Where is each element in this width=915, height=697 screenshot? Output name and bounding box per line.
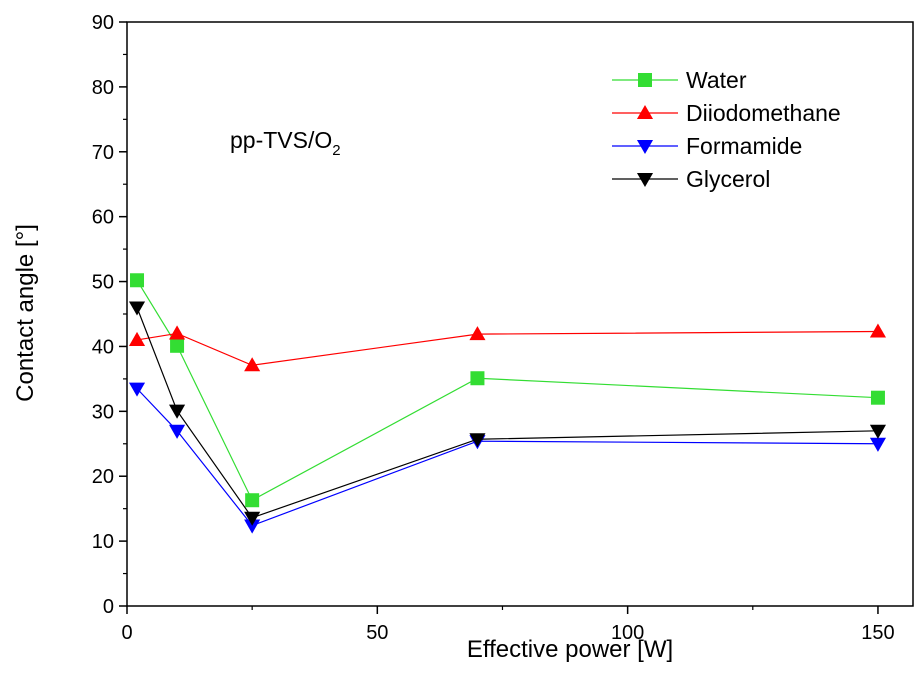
y-axis-title: Contact angle [°] [12, 224, 39, 402]
diiodomethane-point [128, 331, 146, 346]
water-line [136, 279, 878, 502]
legend-marker [636, 104, 654, 120]
series-glycerol [128, 301, 887, 526]
formamide-point [869, 437, 887, 452]
legend-marker [638, 73, 652, 87]
water-point [870, 390, 885, 405]
x-axis-title: Effective power [W] [467, 636, 673, 663]
water-point [170, 338, 185, 353]
legend: Water Diiodomethane Formamide Glycerol [612, 67, 841, 192]
formamide-point [169, 424, 186, 439]
annotation-main: pp-TVS/O [230, 127, 332, 153]
diiodomethane-point [169, 325, 186, 340]
chart-annotation: pp-TVS/O2 [230, 127, 341, 159]
diiodomethane-point [869, 323, 887, 338]
y-tick-label: 70 [92, 142, 114, 164]
series-diiodomethane [128, 323, 887, 372]
glycerol-point [244, 511, 261, 526]
y-tick-label: 50 [92, 272, 114, 294]
water-point [130, 273, 145, 288]
formamide-point [244, 519, 261, 534]
y-tick-label: 0 [103, 596, 114, 618]
diiodomethane-point [244, 357, 261, 372]
glycerol-line [136, 307, 878, 519]
legend-label: Formamide [686, 133, 802, 159]
series-water [130, 273, 885, 508]
legend-marker [636, 172, 654, 188]
annotation-subscript: 2 [332, 142, 340, 159]
legend-item-diiodomethane: Diiodomethane [612, 100, 841, 126]
x-tick-label: 0 [121, 622, 132, 644]
diiodomethane-point [469, 326, 486, 341]
y-tick-label: 60 [92, 207, 114, 229]
glycerol-point [869, 424, 887, 439]
legend-item-water: Water [612, 67, 747, 93]
y-tick-label: 20 [92, 466, 114, 488]
y-tick-label: 80 [92, 77, 114, 99]
legend-label: Water [686, 67, 747, 93]
x-tick-label: 50 [366, 622, 388, 644]
formamide-point [128, 382, 146, 397]
diiodomethane-line [136, 330, 878, 366]
series-formamide [128, 382, 887, 534]
series [128, 273, 887, 534]
legend-label: Diiodomethane [686, 100, 841, 126]
ticks: 0 10 20 30 40 50 60 70 80 90 0 50 100 150 [92, 12, 895, 644]
y-tick-label: 10 [92, 531, 114, 553]
legend-item-glycerol: Glycerol [612, 166, 770, 192]
y-tick-label: 40 [92, 336, 114, 358]
glycerol-point [169, 404, 186, 419]
y-tick-label: 30 [92, 401, 114, 423]
legend-item-formamide: Formamide [612, 133, 802, 159]
y-tick-label: 90 [92, 12, 114, 34]
x-tick-label: 100 [611, 622, 644, 644]
glycerol-point [469, 433, 486, 448]
water-point [470, 371, 485, 386]
glycerol-point [128, 301, 146, 316]
legend-marker [636, 139, 654, 155]
legend-label: Glycerol [686, 166, 770, 192]
x-tick-label: 150 [861, 622, 894, 644]
water-point [245, 493, 260, 508]
